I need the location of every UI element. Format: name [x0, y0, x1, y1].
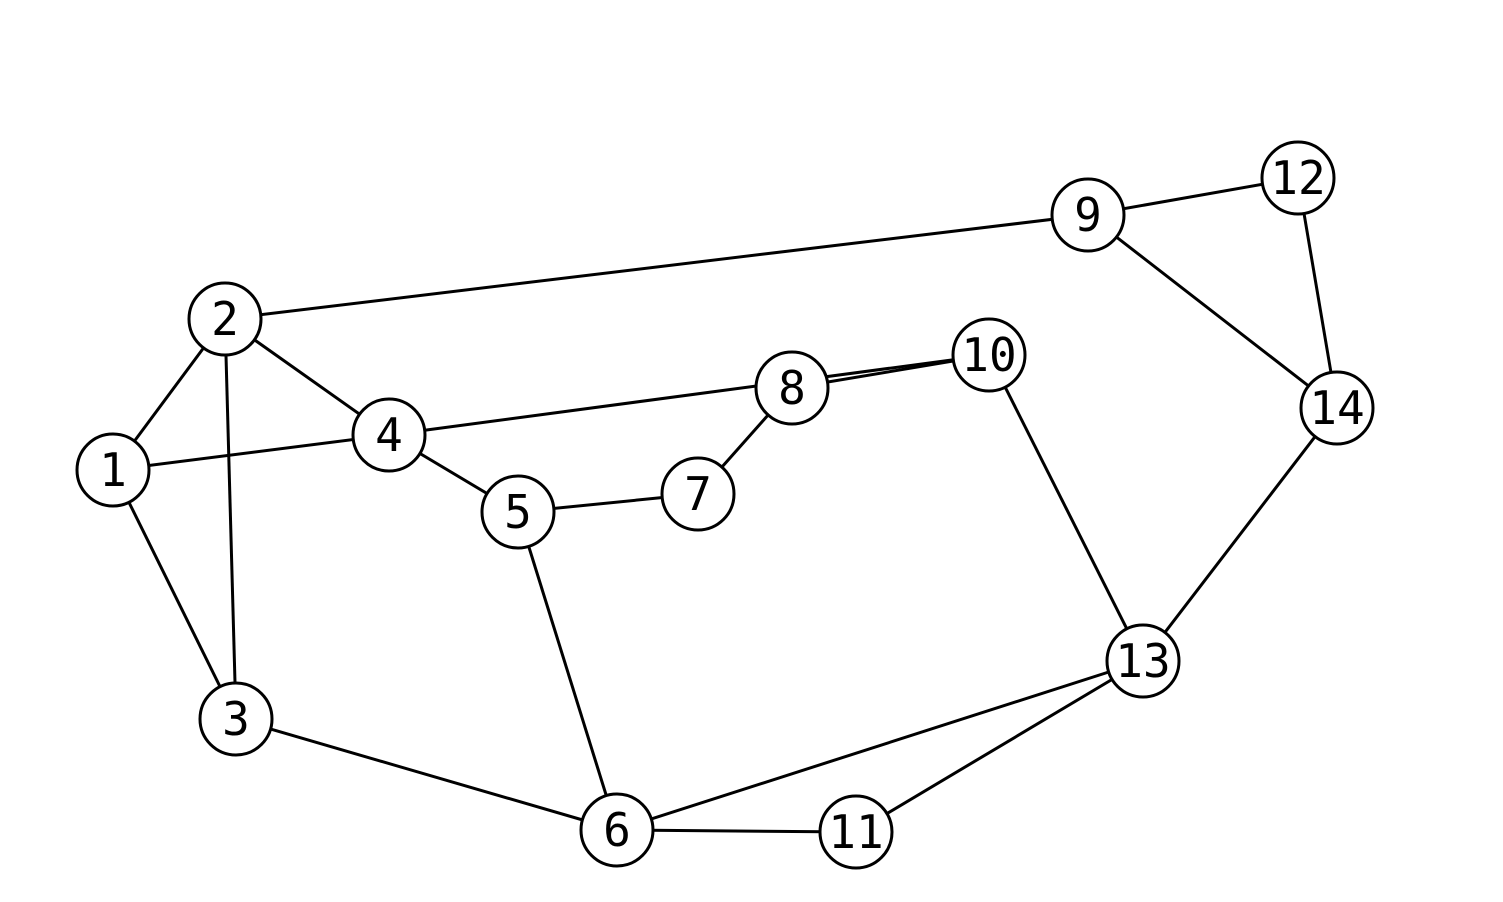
edge-13-14 [1143, 408, 1337, 661]
node-label-4: 4 [375, 408, 403, 462]
edge-1-3 [113, 470, 236, 719]
node-label-11: 11 [828, 805, 883, 859]
nodes-layer: 1234567891011121314 [77, 142, 1373, 868]
edge-1-4 [113, 435, 389, 470]
network-diagram: 1234567891011121314 [0, 0, 1503, 902]
node-9: 9 [1052, 179, 1124, 251]
node-label-2: 2 [211, 292, 239, 346]
node-label-14: 14 [1309, 381, 1364, 435]
node-label-8: 8 [778, 361, 806, 415]
node-3: 3 [200, 683, 272, 755]
node-4: 4 [353, 399, 425, 471]
edge-11-13 [856, 661, 1143, 832]
node-5: 5 [482, 476, 554, 548]
node-10: 10 [953, 319, 1025, 391]
node-label-10: 10 [961, 328, 1016, 382]
node-13: 13 [1107, 625, 1179, 697]
node-7: 7 [662, 458, 734, 530]
node-label-12: 12 [1270, 151, 1325, 205]
edge-10-13 [989, 355, 1143, 661]
node-label-6: 6 [603, 803, 631, 857]
edge-2-3 [225, 319, 236, 719]
node-1: 1 [77, 434, 149, 506]
node-label-9: 9 [1074, 188, 1102, 242]
edge-4-10 [389, 355, 989, 435]
node-label-3: 3 [222, 692, 250, 746]
node-label-13: 13 [1115, 634, 1170, 688]
node-12: 12 [1262, 142, 1334, 214]
node-label-1: 1 [99, 443, 127, 497]
node-2: 2 [189, 283, 261, 355]
node-11: 11 [820, 796, 892, 868]
edge-2-9 [225, 215, 1088, 319]
edge-3-6 [236, 719, 617, 830]
edge-5-6 [518, 512, 617, 830]
edge-9-14 [1088, 215, 1337, 408]
node-6: 6 [581, 794, 653, 866]
node-14: 14 [1301, 372, 1373, 444]
node-label-7: 7 [684, 467, 712, 521]
node-8: 8 [756, 352, 828, 424]
node-label-5: 5 [504, 485, 532, 539]
